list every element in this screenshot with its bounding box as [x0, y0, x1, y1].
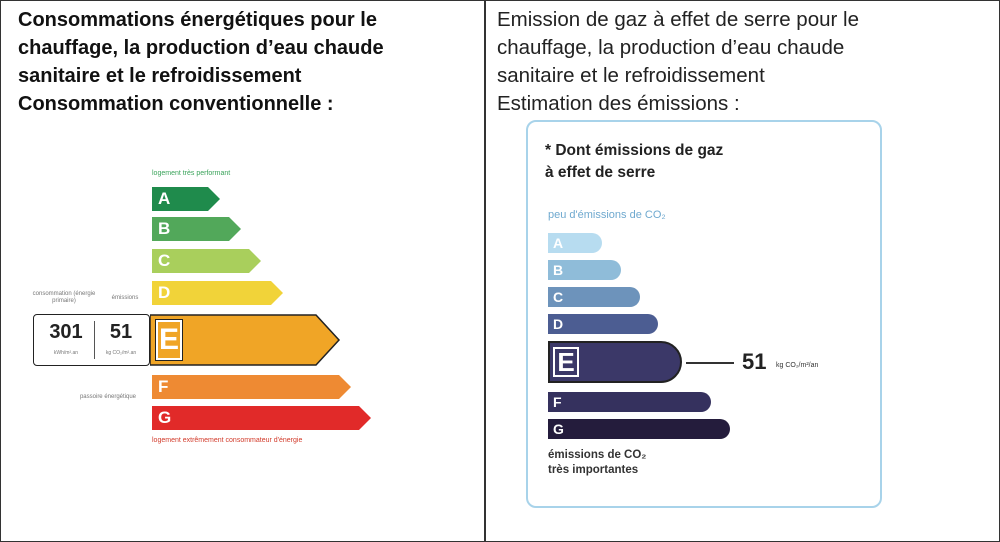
ges-bottom-caption-line-2: très importantes [548, 464, 639, 476]
dpe-current-class-label: E [155, 319, 183, 361]
dpe-current-rating: 301 51 kWh/m².an kg CO₂/m².an E [33, 314, 341, 366]
right-heading: Emission de gaz à effet de serre pour le… [497, 6, 859, 118]
dpe-bar-c: C [152, 249, 261, 273]
dpe-top-caption: logement très performant [152, 170, 231, 177]
ges-bar-a: A [548, 233, 602, 253]
ges-bar-f: F [548, 392, 711, 412]
right-heading-line-4: Estimation des émissions : [497, 92, 740, 115]
left-heading-line-1: Consommations énergétiques pour le [18, 9, 377, 31]
ges-bottom-caption: émissions de CO₂ très importantes [548, 448, 646, 478]
ges-bar-c: C [548, 287, 640, 307]
ges-value: 51 [742, 349, 767, 374]
ges-title: * Dont émissions de gaz à effet de serre [545, 140, 723, 184]
dpe-bottom-caption: logement extrêmement consommateur d'éner… [152, 437, 303, 444]
right-heading-line-2: chauffage, la production d’eau chaude [497, 36, 845, 59]
dpe-values-box: 301 51 kWh/m².an kg CO₂/m².an [33, 314, 150, 366]
ges-bar-d: D [548, 314, 658, 334]
dpe-passoire-caption: passoire énergétique [79, 394, 137, 400]
ges-unit: kg CO₂/m²/an [776, 362, 819, 369]
dpe-emissions-value: 51 [109, 321, 133, 343]
left-heading-line-3: sanitaire et le refroidissement [18, 65, 302, 87]
right-heading-line-1: Emission de gaz à effet de serre pour le [497, 8, 859, 31]
ges-title-line-2: à effet de serre [545, 164, 656, 181]
ges-current-class-label: E [553, 347, 579, 377]
dpe-bar-b: B [152, 217, 241, 241]
left-heading-line-2: chauffage, la production d’eau chaude [18, 37, 384, 59]
dpe-emissions-unit: kg CO₂/m².an [105, 350, 137, 356]
dpe-bar-f: F [152, 375, 351, 399]
dpe-bar-g: G [152, 406, 371, 430]
dpe-bar-a: A [152, 187, 220, 211]
ges-bar-b: B [548, 260, 621, 280]
ges-leader-line [686, 362, 734, 364]
dpe-values-divider [94, 321, 95, 359]
ges-top-caption: peu d'émissions de CO₂ [548, 209, 666, 221]
dpe-consumption-value: 301 [49, 321, 83, 343]
right-heading-line-3: sanitaire et le refroidissement [497, 64, 765, 87]
dpe-bar-d: D [152, 281, 283, 305]
ges-bottom-caption-line-1: émissions de CO₂ [548, 449, 647, 461]
column-divider [484, 0, 486, 542]
left-heading: Consommations énergétiques pour le chauf… [18, 6, 384, 118]
dpe-emissions-caption: émissions [111, 295, 139, 301]
dpe-bar-e-shape [150, 314, 341, 366]
ges-title-line-1: * Dont émissions de gaz [545, 142, 724, 159]
left-heading-line-4: Consommation conventionnelle : [18, 93, 334, 115]
ges-bar-g: G [548, 419, 730, 439]
dpe-consumption-caption: consommation (énergie primaire) [32, 291, 96, 304]
dpe-consumption-unit: kWh/m².an [53, 350, 79, 356]
